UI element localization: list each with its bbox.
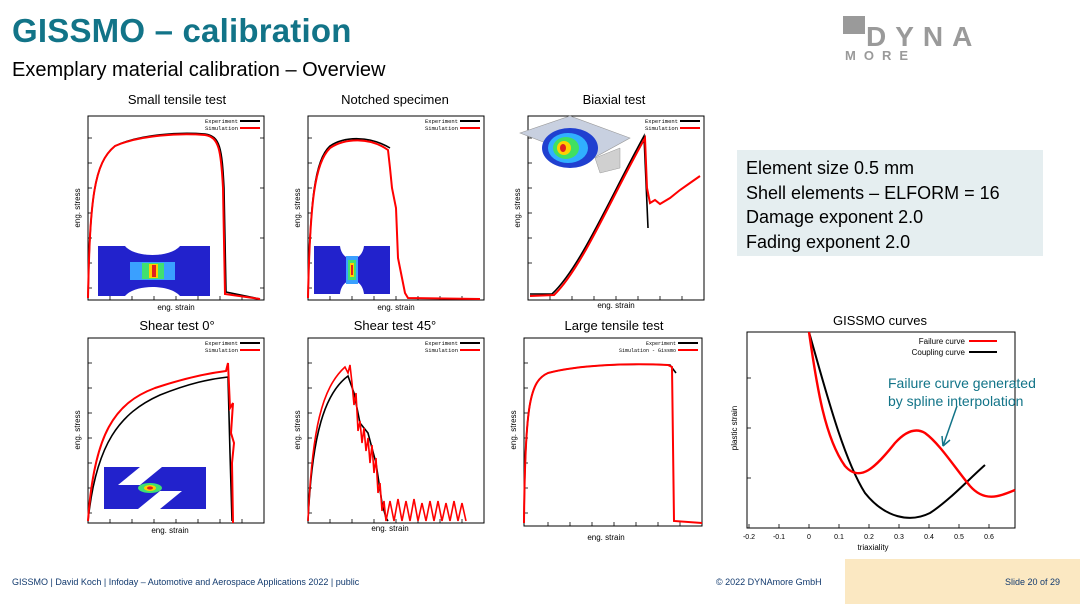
svg-text:-0.1: -0.1: [773, 534, 785, 541]
svg-text:Experiment: Experiment: [425, 340, 458, 347]
svg-text:Experiment: Experiment: [645, 118, 678, 125]
footer-highlight: [845, 559, 1080, 604]
info-line-shell-elements: Shell elements – ELFORM = 16: [746, 182, 1000, 203]
specimen-image: [98, 246, 210, 296]
plot-large-tensile: Experiment Simulation - Gissmo eng. stre…: [508, 333, 708, 548]
svg-text:Coupling curve: Coupling curve: [912, 348, 966, 357]
info-line-element-size: Element size 0.5 mm: [746, 158, 915, 178]
svg-text:Simulation: Simulation: [645, 125, 678, 132]
plot-small-tensile: Experiment Simulation eng. stress eng. s…: [70, 108, 270, 318]
simulation-curve: [307, 364, 467, 522]
plot-notched: Experiment Simulation eng. stress eng. s…: [290, 108, 490, 318]
simulation-curve: [307, 139, 481, 300]
svg-text:Failure curve: Failure curve: [919, 337, 966, 346]
plot-shear-45: Experiment Simulation eng. stress eng. s…: [290, 333, 490, 543]
svg-text:0.6: 0.6: [984, 534, 994, 541]
specimen-image: [104, 467, 206, 509]
simulation-curve: [523, 363, 703, 524]
footer-left-text: GISSMO | David Koch | Infoday – Automoti…: [12, 577, 360, 587]
x-label: eng. strain: [157, 303, 194, 312]
specimen-image: [314, 246, 390, 294]
y-label: eng. stress: [293, 188, 302, 227]
simulation-curve: [87, 362, 236, 524]
y-label: eng. stress: [73, 188, 82, 227]
plot-shear-0: Experiment Simulation eng. stress eng. s…: [70, 333, 270, 543]
svg-text:0.4: 0.4: [924, 534, 934, 541]
svg-text:Experiment: Experiment: [425, 118, 458, 125]
failure-curve: [807, 331, 1016, 498]
footer-slide-number: Slide 20 of 29: [1005, 577, 1061, 587]
experiment-curve: [307, 374, 389, 522]
plot-title-small-tensile: Small tensile test: [127, 92, 227, 107]
axis-ticks: [88, 137, 264, 300]
x-label: eng. strain: [151, 526, 188, 535]
svg-text:Simulation - Gissmo: Simulation - Gissmo: [619, 348, 676, 354]
y-label: eng. stress: [73, 410, 82, 449]
legend: Experiment Simulation: [425, 340, 480, 354]
legend: Experiment Simulation: [425, 118, 480, 132]
experiment-curve: [87, 376, 233, 522]
svg-text:0.1: 0.1: [834, 534, 844, 541]
svg-text:Simulation: Simulation: [425, 347, 458, 354]
logo-text-bottom: MORE: [845, 48, 916, 63]
plot-title-shear-45: Shear test 45°: [353, 318, 437, 333]
svg-text:Experiment: Experiment: [205, 118, 238, 125]
legend: Experiment Simulation: [645, 118, 700, 132]
x-label: eng. strain: [597, 301, 634, 310]
logo-graphic: DYNA MORE: [843, 16, 981, 63]
dome-image: [519, 115, 631, 174]
spline-annotation: Failure curve generated by spline interp…: [888, 375, 1036, 409]
svg-text:Simulation: Simulation: [205, 347, 238, 354]
coupling-curve: [808, 331, 986, 519]
x-label: eng. strain: [377, 303, 414, 312]
plot-title-notched: Notched specimen: [341, 92, 449, 107]
parameter-info-box: Element size 0.5 mm Shell elements – ELF…: [737, 150, 1043, 256]
gissmo-curves-title: GISSMO curves: [833, 313, 927, 328]
experiment-curve: [523, 363, 677, 524]
simulation-curve: [87, 133, 261, 300]
logo-text-top: DYNA: [866, 21, 981, 52]
annotation-arrow: [942, 405, 958, 447]
svg-text:-0.2: -0.2: [743, 534, 755, 541]
slide-title: GISSMO – calibration: [12, 12, 352, 49]
legend: Failure curve Coupling curve: [912, 337, 997, 357]
svg-text:0.3: 0.3: [894, 534, 904, 541]
info-line-damage-exponent: Damage exponent 2.0: [746, 207, 924, 227]
svg-text:Simulation: Simulation: [425, 125, 458, 132]
y-label: eng. stress: [513, 188, 522, 227]
footer-copyright: © 2022 DYNAmore GmbH: [716, 577, 822, 587]
svg-text:0.5: 0.5: [954, 534, 964, 541]
svg-text:0.2: 0.2: [864, 534, 874, 541]
svg-text:Experiment: Experiment: [646, 341, 676, 347]
y-label: eng. stress: [509, 410, 518, 449]
x-tick-labels: -0.2 -0.1 0 0.1 0.2 0.3 0.4 0.5 0.6: [743, 534, 994, 541]
legend: Experiment Simulation: [205, 118, 260, 132]
x-label: eng. strain: [587, 533, 624, 542]
x-label: triaxiality: [857, 543, 888, 552]
x-label: eng. strain: [371, 524, 408, 533]
plot-title-shear-0: Shear test 0°: [139, 318, 215, 333]
dynamore-logo: DYNA MORE: [840, 14, 1030, 64]
y-label: plastic strain: [730, 406, 739, 450]
slide-subtitle: Exemplary material calibration – Overvie…: [12, 59, 386, 81]
svg-text:Experiment: Experiment: [205, 340, 238, 347]
experiment-curve: [530, 133, 649, 295]
info-line-fading-exponent: Fading exponent 2.0: [746, 231, 911, 252]
svg-text:Simulation: Simulation: [205, 125, 238, 132]
legend: Experiment Simulation - Gissmo: [619, 341, 698, 354]
plot-biaxial: Experiment Simulation eng. stress eng. s…: [510, 108, 710, 318]
plot-title-biaxial: Biaxial test: [582, 92, 646, 107]
legend: Experiment Simulation: [205, 340, 260, 354]
svg-text:0: 0: [807, 534, 811, 541]
y-label: eng. stress: [293, 410, 302, 449]
simulation-curve: [529, 134, 701, 297]
plot-gissmo-curves: -0.2 -0.1 0 0.1 0.2 0.3 0.4 0.5 0.6 Fail…: [725, 328, 1025, 558]
plot-title-large-tensile: Large tensile test: [564, 318, 664, 333]
